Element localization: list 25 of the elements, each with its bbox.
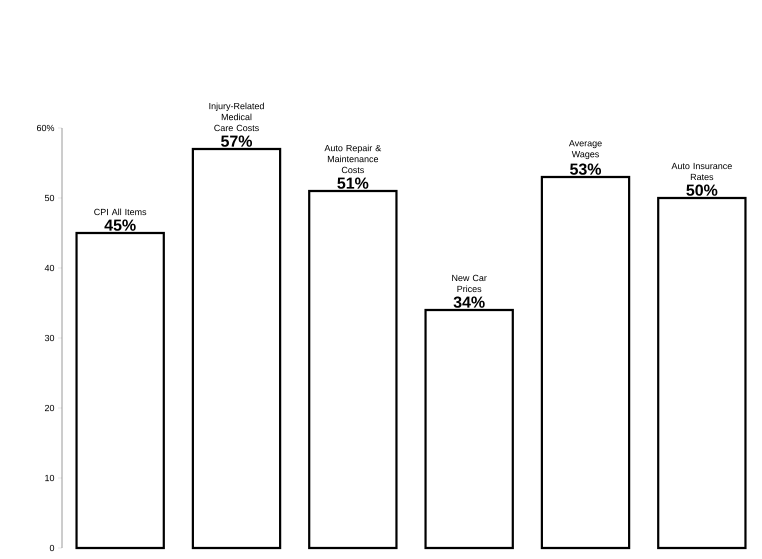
y-tick-label: 10 <box>45 474 54 482</box>
bar <box>192 148 282 550</box>
y-tick-label: 30 <box>44 334 54 342</box>
data-label: 45% <box>104 220 136 231</box>
x-tick-label: Auto Insurance Rates <box>671 162 732 180</box>
data-label: 34% <box>454 296 485 308</box>
bar <box>424 308 514 550</box>
x-tick-label: Injury-Related Medical Care Costs <box>209 102 264 132</box>
x-tick-label: Average Wages <box>568 140 602 160</box>
bar <box>540 176 630 550</box>
bar <box>308 190 398 550</box>
data-label: 57% <box>221 136 252 147</box>
y-tick-label: 40 <box>44 264 54 272</box>
data-label: 53% <box>570 163 602 175</box>
x-tick-label: New Car Prices <box>452 274 487 292</box>
y-tick-label: 60% <box>36 124 54 132</box>
y-tick-label: 20 <box>44 404 54 412</box>
x-tick-label: CPI All Items <box>94 208 146 216</box>
data-label: 51% <box>337 178 368 189</box>
x-tick-label: Auto Repair & Maintenance Costs <box>324 144 382 174</box>
y-tick-label: 50 <box>44 194 54 202</box>
bar <box>75 232 165 550</box>
y-tick-label: 0 <box>50 544 54 552</box>
bar <box>657 196 747 550</box>
data-label: 50% <box>686 184 718 196</box>
